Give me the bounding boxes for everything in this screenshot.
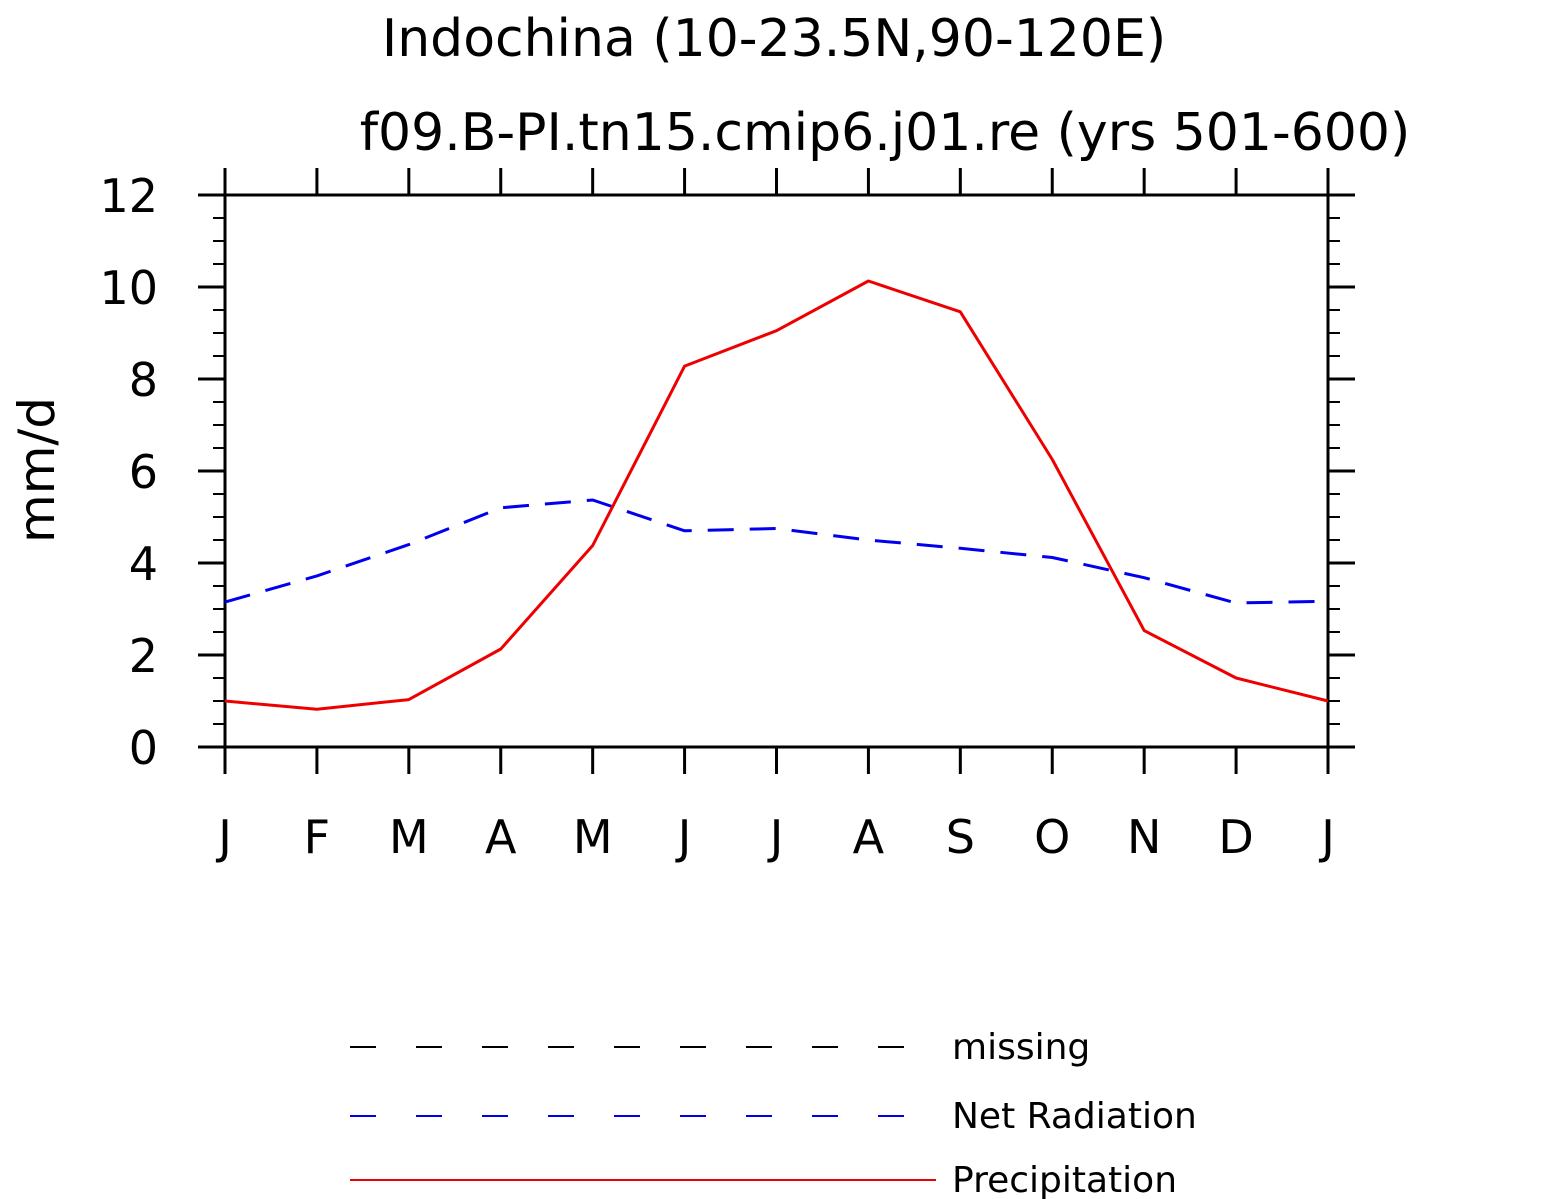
series-layer — [224, 279, 1329, 711]
x-tick-label: J — [1318, 810, 1335, 864]
y-tick-label: 8 — [129, 353, 158, 407]
x-tick-label: F — [304, 810, 330, 864]
x-tick-label: A — [485, 810, 517, 864]
legend: missing Net Radiation Precipitation — [350, 1027, 1197, 1199]
series-line-net-radiation — [224, 498, 1329, 605]
x-tick-label: A — [853, 810, 885, 864]
y-tick-label: 12 — [99, 169, 158, 223]
x-tick-label: M — [573, 810, 613, 864]
series-line-precipitation — [224, 279, 1329, 711]
y-tick-label: 10 — [99, 261, 158, 315]
chart-subtitle: f09.B-PI.tn15.cmip6.j01.re (yrs 501-600) — [360, 103, 1411, 163]
y-tick-label: 6 — [129, 445, 158, 499]
tick-labels-layer: J F M A M J J A S O N D J 0 2 4 6 8 10 12 — [99, 169, 1334, 864]
plot-frame — [223, 193, 1330, 749]
x-tick-label: J — [675, 810, 692, 864]
legend-label-missing: missing — [952, 1027, 1090, 1068]
x-tick-label: O — [1034, 810, 1070, 864]
x-tick-label: J — [215, 810, 232, 864]
y-tick-label: 0 — [129, 721, 158, 775]
ticks-layer — [198, 168, 1355, 774]
y-axis-label: mm/d — [8, 397, 66, 543]
x-tick-label: J — [767, 810, 784, 864]
y-tick-label: 2 — [129, 629, 158, 683]
x-tick-label: S — [946, 810, 975, 864]
legend-label-net-radiation: Net Radiation — [952, 1096, 1197, 1137]
y-tick-label: 4 — [129, 537, 158, 591]
x-tick-label: N — [1127, 810, 1161, 864]
x-tick-label: M — [389, 810, 429, 864]
chart-title: Indochina (10-23.5N,90-120E) — [382, 9, 1166, 69]
legend-label-precipitation: Precipitation — [952, 1160, 1177, 1199]
x-tick-label: D — [1218, 810, 1253, 864]
